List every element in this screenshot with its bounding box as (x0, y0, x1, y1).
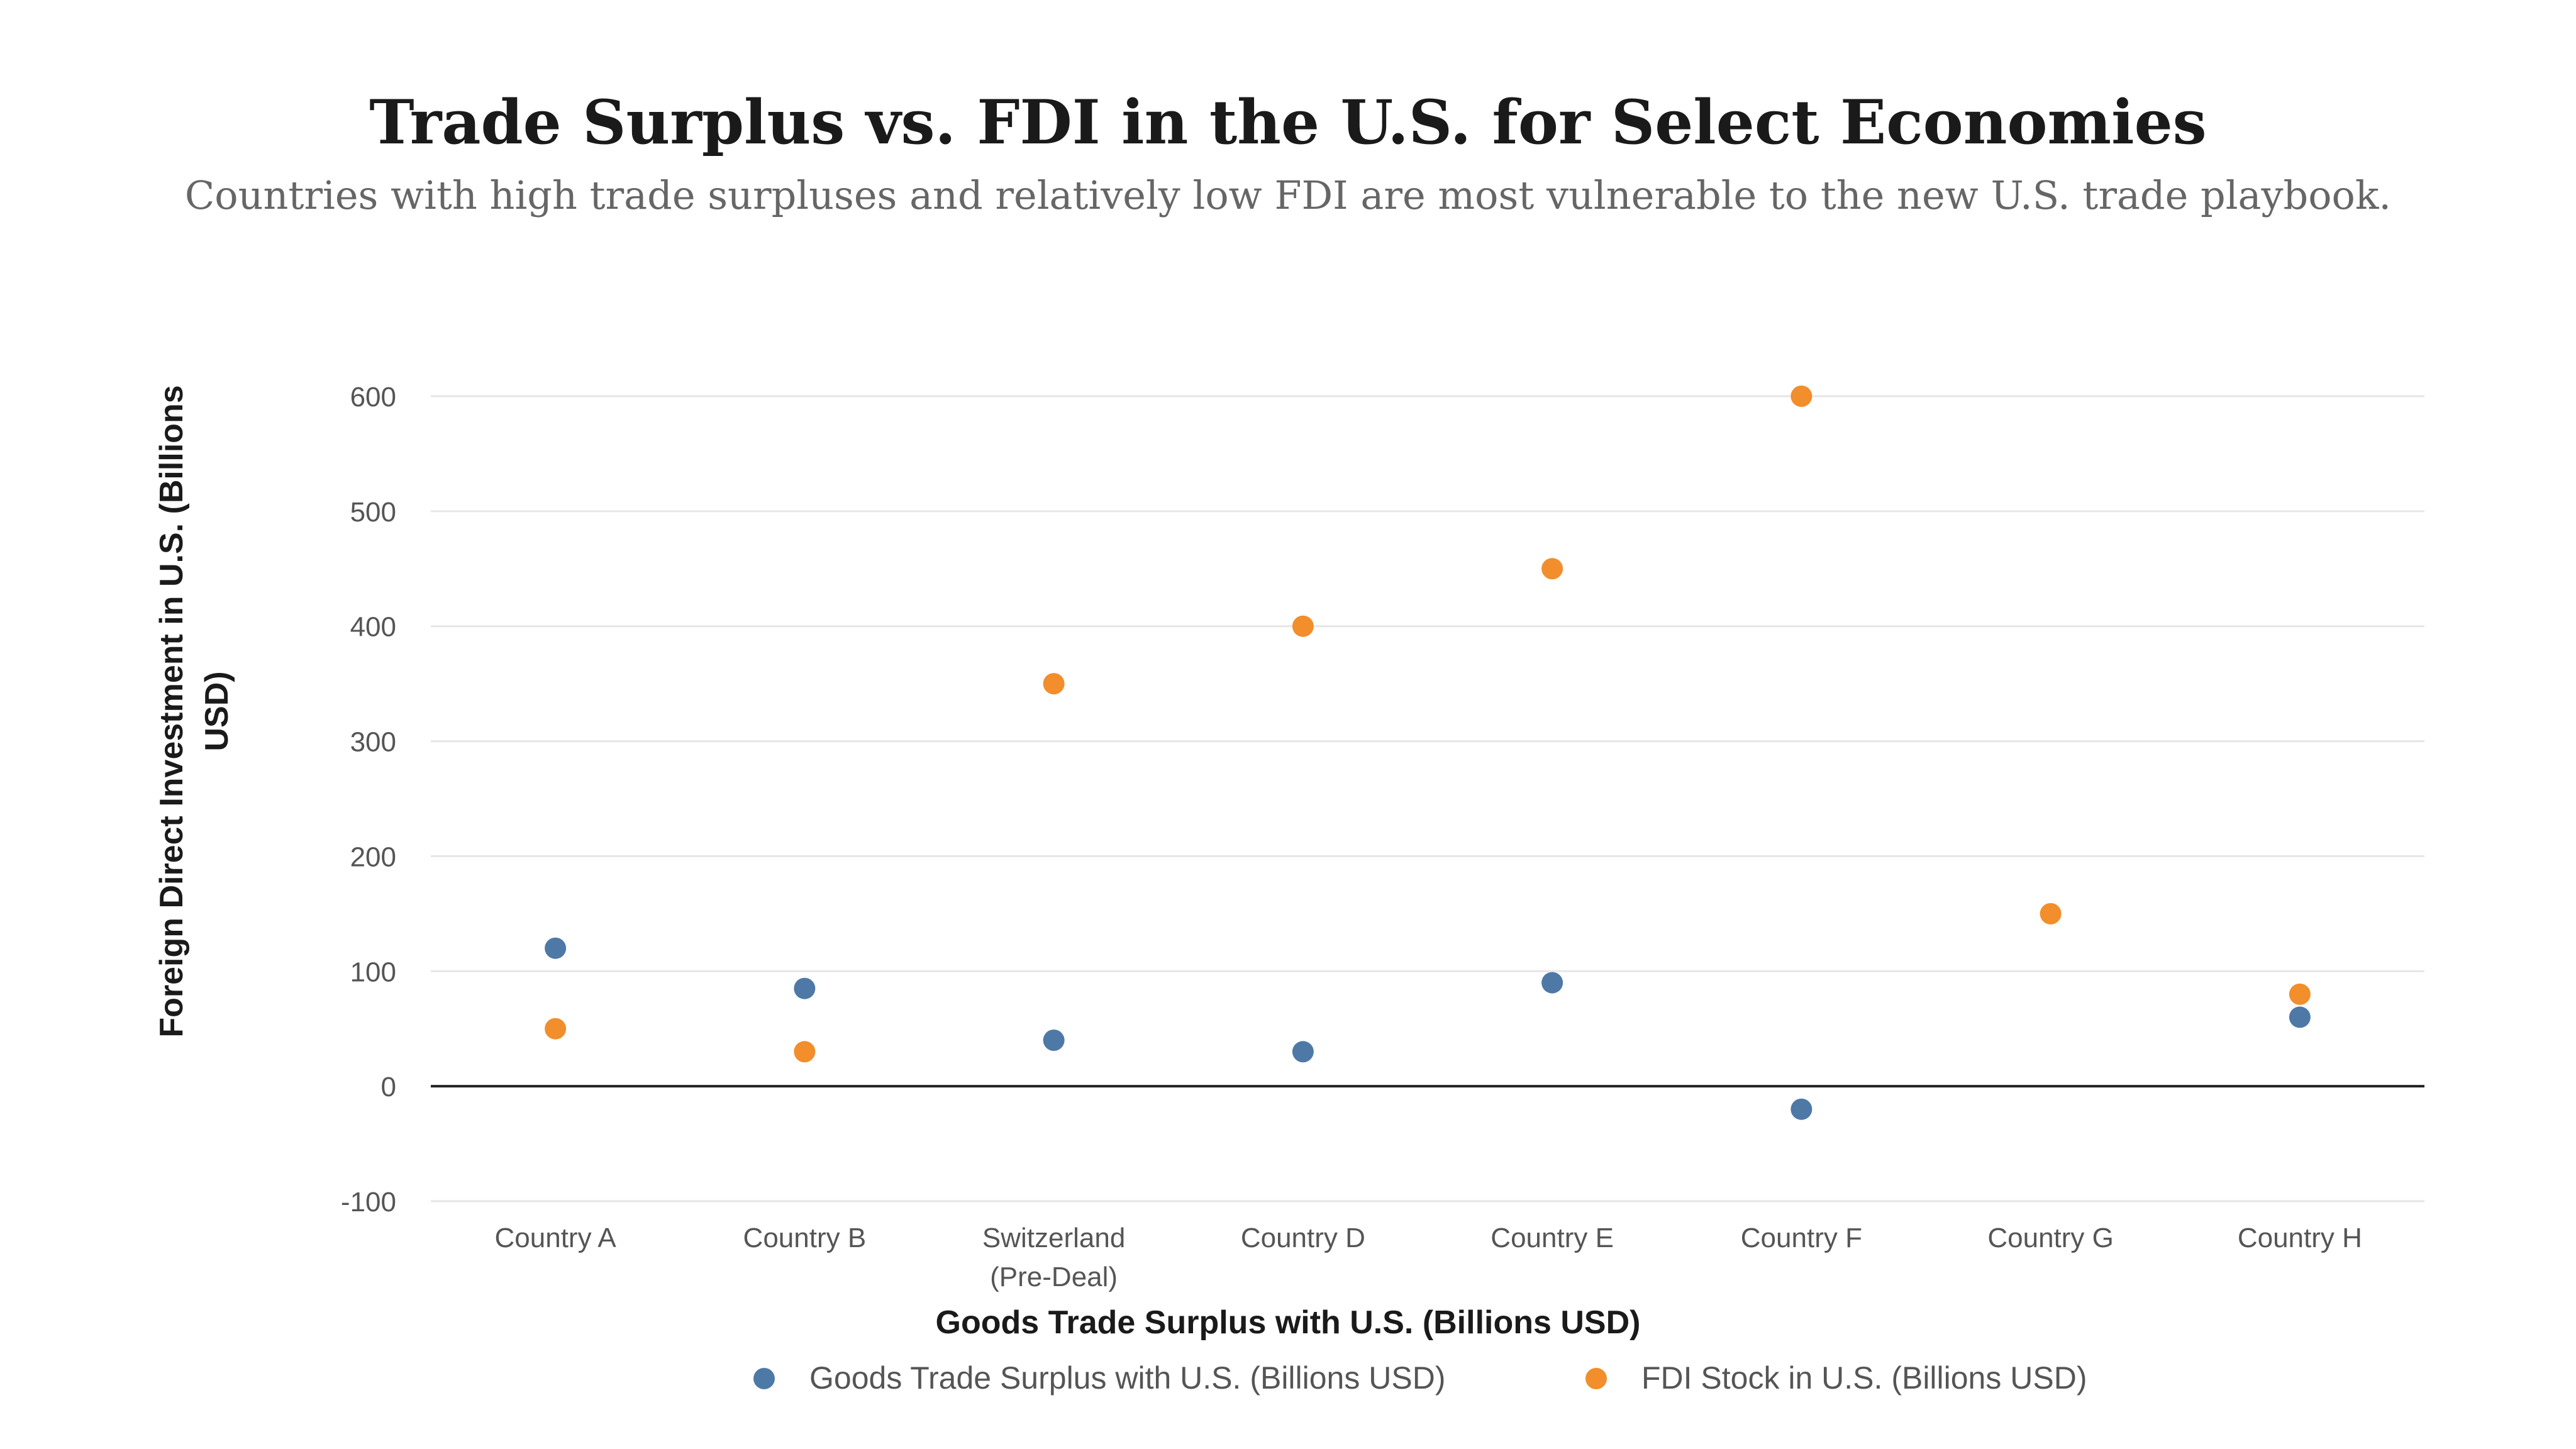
x-tick-label: Country E (1491, 1223, 1614, 1253)
x-tick-label: Switzerland (982, 1223, 1125, 1253)
chart-subtitle: Countries with high trade surpluses and … (185, 172, 2391, 218)
trade-surplus-point (1541, 972, 1563, 994)
fdi-stock-point (1043, 673, 1065, 695)
y-axis-title-line: Foreign Direct Investment in U.S. (Billi… (153, 385, 190, 1037)
fdi-stock-point (545, 1018, 567, 1040)
x-tick-label: Country G (1987, 1223, 2114, 1253)
data-points (545, 386, 2311, 1120)
y-tick-label: 600 (350, 382, 396, 413)
legend-marker-fdi-stock (1585, 1368, 1607, 1389)
y-tick-label: 300 (350, 727, 396, 758)
trade-surplus-point (2289, 1006, 2311, 1028)
legend-marker-trade-surplus (753, 1368, 775, 1389)
y-tick-label: 200 (350, 841, 396, 872)
x-tick-label: Country A (495, 1223, 617, 1253)
x-axis-title: Goods Trade Surplus with U.S. (Billions … (936, 1304, 1641, 1341)
y-tick-label: 500 (350, 497, 396, 528)
y-tick-label: 400 (350, 612, 396, 643)
fdi-stock-point (1790, 386, 1813, 407)
fdi-stock-point (2289, 983, 2311, 1005)
legend: Goods Trade Surplus with U.S. (Billions … (753, 1360, 2087, 1396)
y-axis-ticks: 600 500 400 300 200 100 0 -100 (341, 382, 396, 1218)
grid-lines (431, 395, 2424, 1202)
legend-label-trade-surplus: Goods Trade Surplus with U.S. (Billions … (809, 1360, 1445, 1396)
fdi-stock-point (1292, 615, 1314, 637)
trade-surplus-point (1790, 1098, 1813, 1120)
y-tick-label: 100 (350, 957, 396, 987)
trade-surplus-point (1043, 1030, 1065, 1051)
y-axis-title: Foreign Direct Investment in U.S. (Billi… (153, 385, 235, 1037)
fdi-stock-point (1541, 558, 1563, 580)
trade-surplus-point (794, 977, 816, 999)
fdi-stock-point (2040, 902, 2062, 924)
x-tick-label: Country D (1241, 1223, 1365, 1253)
chart-title: Trade Surplus vs. FDI in the U.S. for Se… (369, 87, 2206, 158)
trade-surplus-point (545, 937, 567, 959)
x-tick-label: (Pre-Deal) (990, 1262, 1118, 1292)
y-tick-label: -100 (341, 1187, 396, 1218)
x-tick-label: Country F (1741, 1223, 1862, 1253)
x-tick-label: Country H (2238, 1223, 2362, 1253)
trade-surplus-point (1292, 1041, 1314, 1063)
x-tick-label: Country B (743, 1223, 867, 1253)
legend-label-fdi-stock: FDI Stock in U.S. (Billions USD) (1641, 1360, 2087, 1396)
y-axis-title-line: USD) (199, 671, 235, 751)
fdi-stock-point (794, 1041, 816, 1063)
x-axis-ticks: Country A Country B Switzerland (Pre-Deal) C… (495, 1223, 2362, 1292)
y-tick-label: 0 (381, 1072, 396, 1102)
